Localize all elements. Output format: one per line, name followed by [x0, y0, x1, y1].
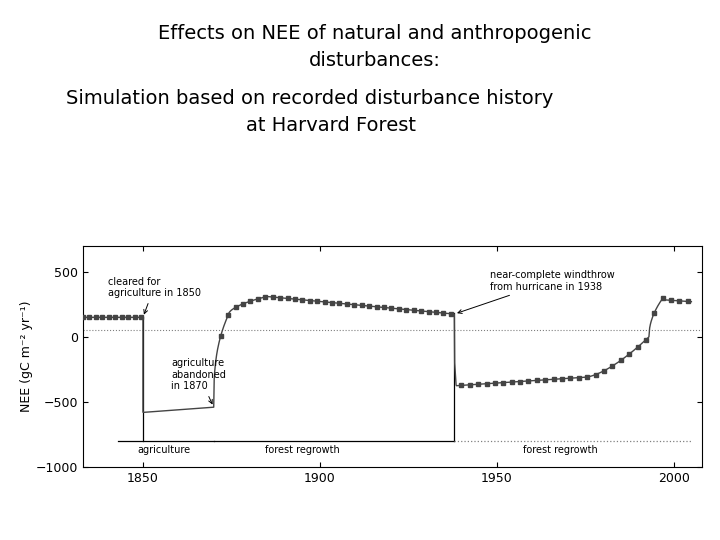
Text: Effects on NEE of natural and anthropogenic: Effects on NEE of natural and anthropoge… [158, 24, 591, 43]
Text: at Harvard Forest: at Harvard Forest [246, 116, 416, 135]
Y-axis label: NEE (gC m⁻² yr⁻¹): NEE (gC m⁻² yr⁻¹) [19, 301, 33, 412]
Text: forest regrowth: forest regrowth [265, 445, 340, 455]
Text: near-complete windthrow
from hurricane in 1938: near-complete windthrow from hurricane i… [458, 270, 614, 313]
Text: agriculture: agriculture [138, 445, 191, 455]
Text: forest regrowth: forest regrowth [523, 445, 598, 455]
Text: cleared for
agriculture in 1850: cleared for agriculture in 1850 [107, 276, 201, 314]
Text: disturbances:: disturbances: [308, 51, 441, 70]
Text: Simulation based on recorded disturbance history: Simulation based on recorded disturbance… [66, 89, 553, 108]
Text: agriculture
abandoned
in 1870: agriculture abandoned in 1870 [171, 358, 226, 404]
